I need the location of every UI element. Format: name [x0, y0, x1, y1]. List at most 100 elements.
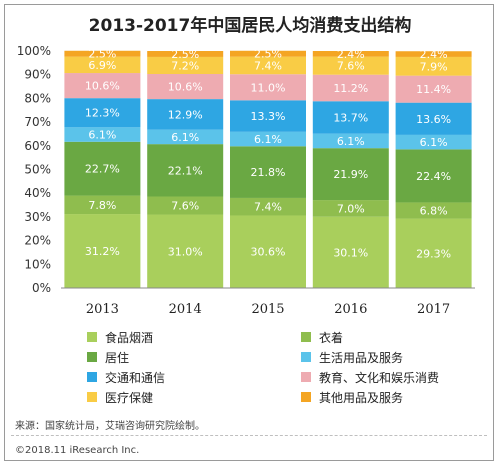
data-label: 2.5%: [254, 48, 282, 61]
legend-swatch: [87, 392, 97, 402]
data-label: 11.0%: [251, 81, 286, 94]
bar-segment: [64, 141, 141, 196]
data-label: 11.2%: [333, 82, 368, 95]
data-label: 2.4%: [420, 48, 448, 61]
data-label: 2.5%: [171, 48, 199, 61]
bar-segment: [312, 101, 389, 134]
bar-segment: [312, 51, 389, 57]
y-tick-label: 50%: [24, 163, 51, 177]
y-tick-label: 100%: [17, 44, 51, 58]
data-label: 31.2%: [85, 245, 120, 258]
bar-segment: [64, 98, 141, 128]
data-label: 7.4%: [254, 59, 282, 72]
bar-segment: [312, 56, 389, 75]
data-label: 12.9%: [168, 108, 203, 121]
bar-segment: [64, 214, 141, 288]
data-label: 7.8%: [88, 199, 116, 212]
bar-segment: [395, 51, 472, 57]
bar-segment: [395, 56, 472, 76]
legend-item: 医疗保健: [87, 389, 153, 405]
data-label: 21.9%: [333, 168, 368, 181]
data-label: 6.1%: [420, 136, 448, 149]
bar-segment: [395, 218, 472, 288]
data-label: 7.2%: [171, 59, 199, 72]
legend-item: 食品烟酒: [87, 329, 153, 345]
data-label: 6.9%: [88, 59, 116, 72]
bar-segment: [395, 102, 472, 135]
data-label: 11.4%: [416, 83, 451, 96]
data-label: 13.7%: [333, 111, 368, 124]
bar-segment: [147, 144, 224, 197]
bar-segment: [312, 133, 389, 149]
data-label: 2.4%: [337, 48, 365, 61]
y-tick-label: 70%: [24, 115, 51, 129]
bar-segment: [64, 56, 141, 74]
x-tick-label: 2013: [86, 302, 119, 317]
data-label: 7.6%: [171, 200, 199, 213]
chart-frame: 2013-2017年中国居民人均消费支出结构 0% 10% 20% 30% 40% 50%…: [4, 4, 494, 461]
bar-segment: [230, 146, 306, 198]
copyright-text: ©2018.11 iResearch Inc.: [15, 445, 140, 456]
legend-swatch: [301, 392, 311, 402]
data-label: 12.3%: [85, 107, 120, 120]
legend-item: 衣着: [301, 329, 343, 345]
bar-segment: [147, 56, 224, 74]
stacked-bar-chart: 0% 10% 20% 30% 40% 50% 60% 70% 80% 90% 100% 31.2% 7.…: [17, 44, 475, 317]
bar-segment: [64, 50, 141, 57]
legend-label: 生活用品及服务: [319, 350, 404, 365]
data-label: 7.9%: [420, 60, 448, 73]
legend-swatch: [301, 372, 311, 382]
legend-swatch: [87, 372, 97, 382]
data-label: 10.6%: [85, 80, 120, 93]
y-tick-label: 60%: [24, 139, 51, 153]
bar-segment: [147, 51, 224, 57]
data-label: 6.1%: [171, 131, 199, 144]
bar-segment: [230, 74, 306, 101]
x-tick-label: 2017: [417, 302, 450, 317]
bar-segment: [230, 197, 306, 216]
legend-item: 居住: [87, 349, 129, 365]
bar-segment: [312, 148, 389, 201]
y-tick-label: 20%: [24, 234, 51, 248]
legend-label: 居住: [105, 350, 130, 365]
bar-segment: [64, 73, 141, 99]
y-tick-label: 90%: [24, 68, 51, 82]
data-label: 29.3%: [416, 247, 451, 260]
legend-label: 衣着: [319, 330, 344, 345]
data-label: 10.6%: [168, 81, 203, 94]
legend-swatch: [301, 332, 311, 342]
data-label: 2.5%: [88, 48, 116, 61]
bar-segment: [230, 56, 306, 75]
legend-item: 生活用品及服务: [301, 349, 403, 365]
legend-item: 教育、文化和娱乐消费: [301, 369, 439, 385]
data-label: 7.0%: [337, 202, 365, 215]
data-label: 22.7%: [85, 163, 120, 176]
bar-segment: [230, 215, 306, 288]
bar-segment: [64, 127, 141, 142]
data-label: 13.3%: [251, 110, 286, 123]
bar-segment: [395, 202, 472, 219]
legend-swatch: [87, 332, 97, 342]
y-tick-label: 30%: [24, 210, 51, 224]
data-label: 22.4%: [416, 170, 451, 183]
chart-title: 2013-2017年中国居民人均消费支出结构: [88, 16, 412, 36]
bar-segment: [147, 129, 224, 145]
source-note: 来源：国家统计局，艾瑞咨询研究院绘制。: [15, 421, 205, 432]
bar-segment: [395, 149, 472, 203]
legend-swatch: [87, 352, 97, 362]
legend-label: 教育、文化和娱乐消费: [319, 370, 440, 385]
legend-item: 其他用品及服务: [301, 389, 403, 405]
bar-segment: [147, 214, 224, 288]
data-label: 7.6%: [337, 60, 365, 73]
x-tick-label: 2015: [251, 302, 284, 317]
data-label: 6.1%: [88, 129, 116, 142]
data-label: 13.6%: [416, 113, 451, 126]
y-tick-label: 0%: [32, 281, 51, 295]
bar-segment: [230, 131, 306, 147]
bar-segment: [230, 100, 306, 132]
data-label: 31.0%: [168, 245, 203, 258]
data-label: 30.6%: [251, 246, 286, 259]
legend-label: 食品烟酒: [105, 330, 154, 345]
x-tick-label: 2016: [334, 302, 367, 317]
data-label: 30.1%: [333, 246, 368, 259]
